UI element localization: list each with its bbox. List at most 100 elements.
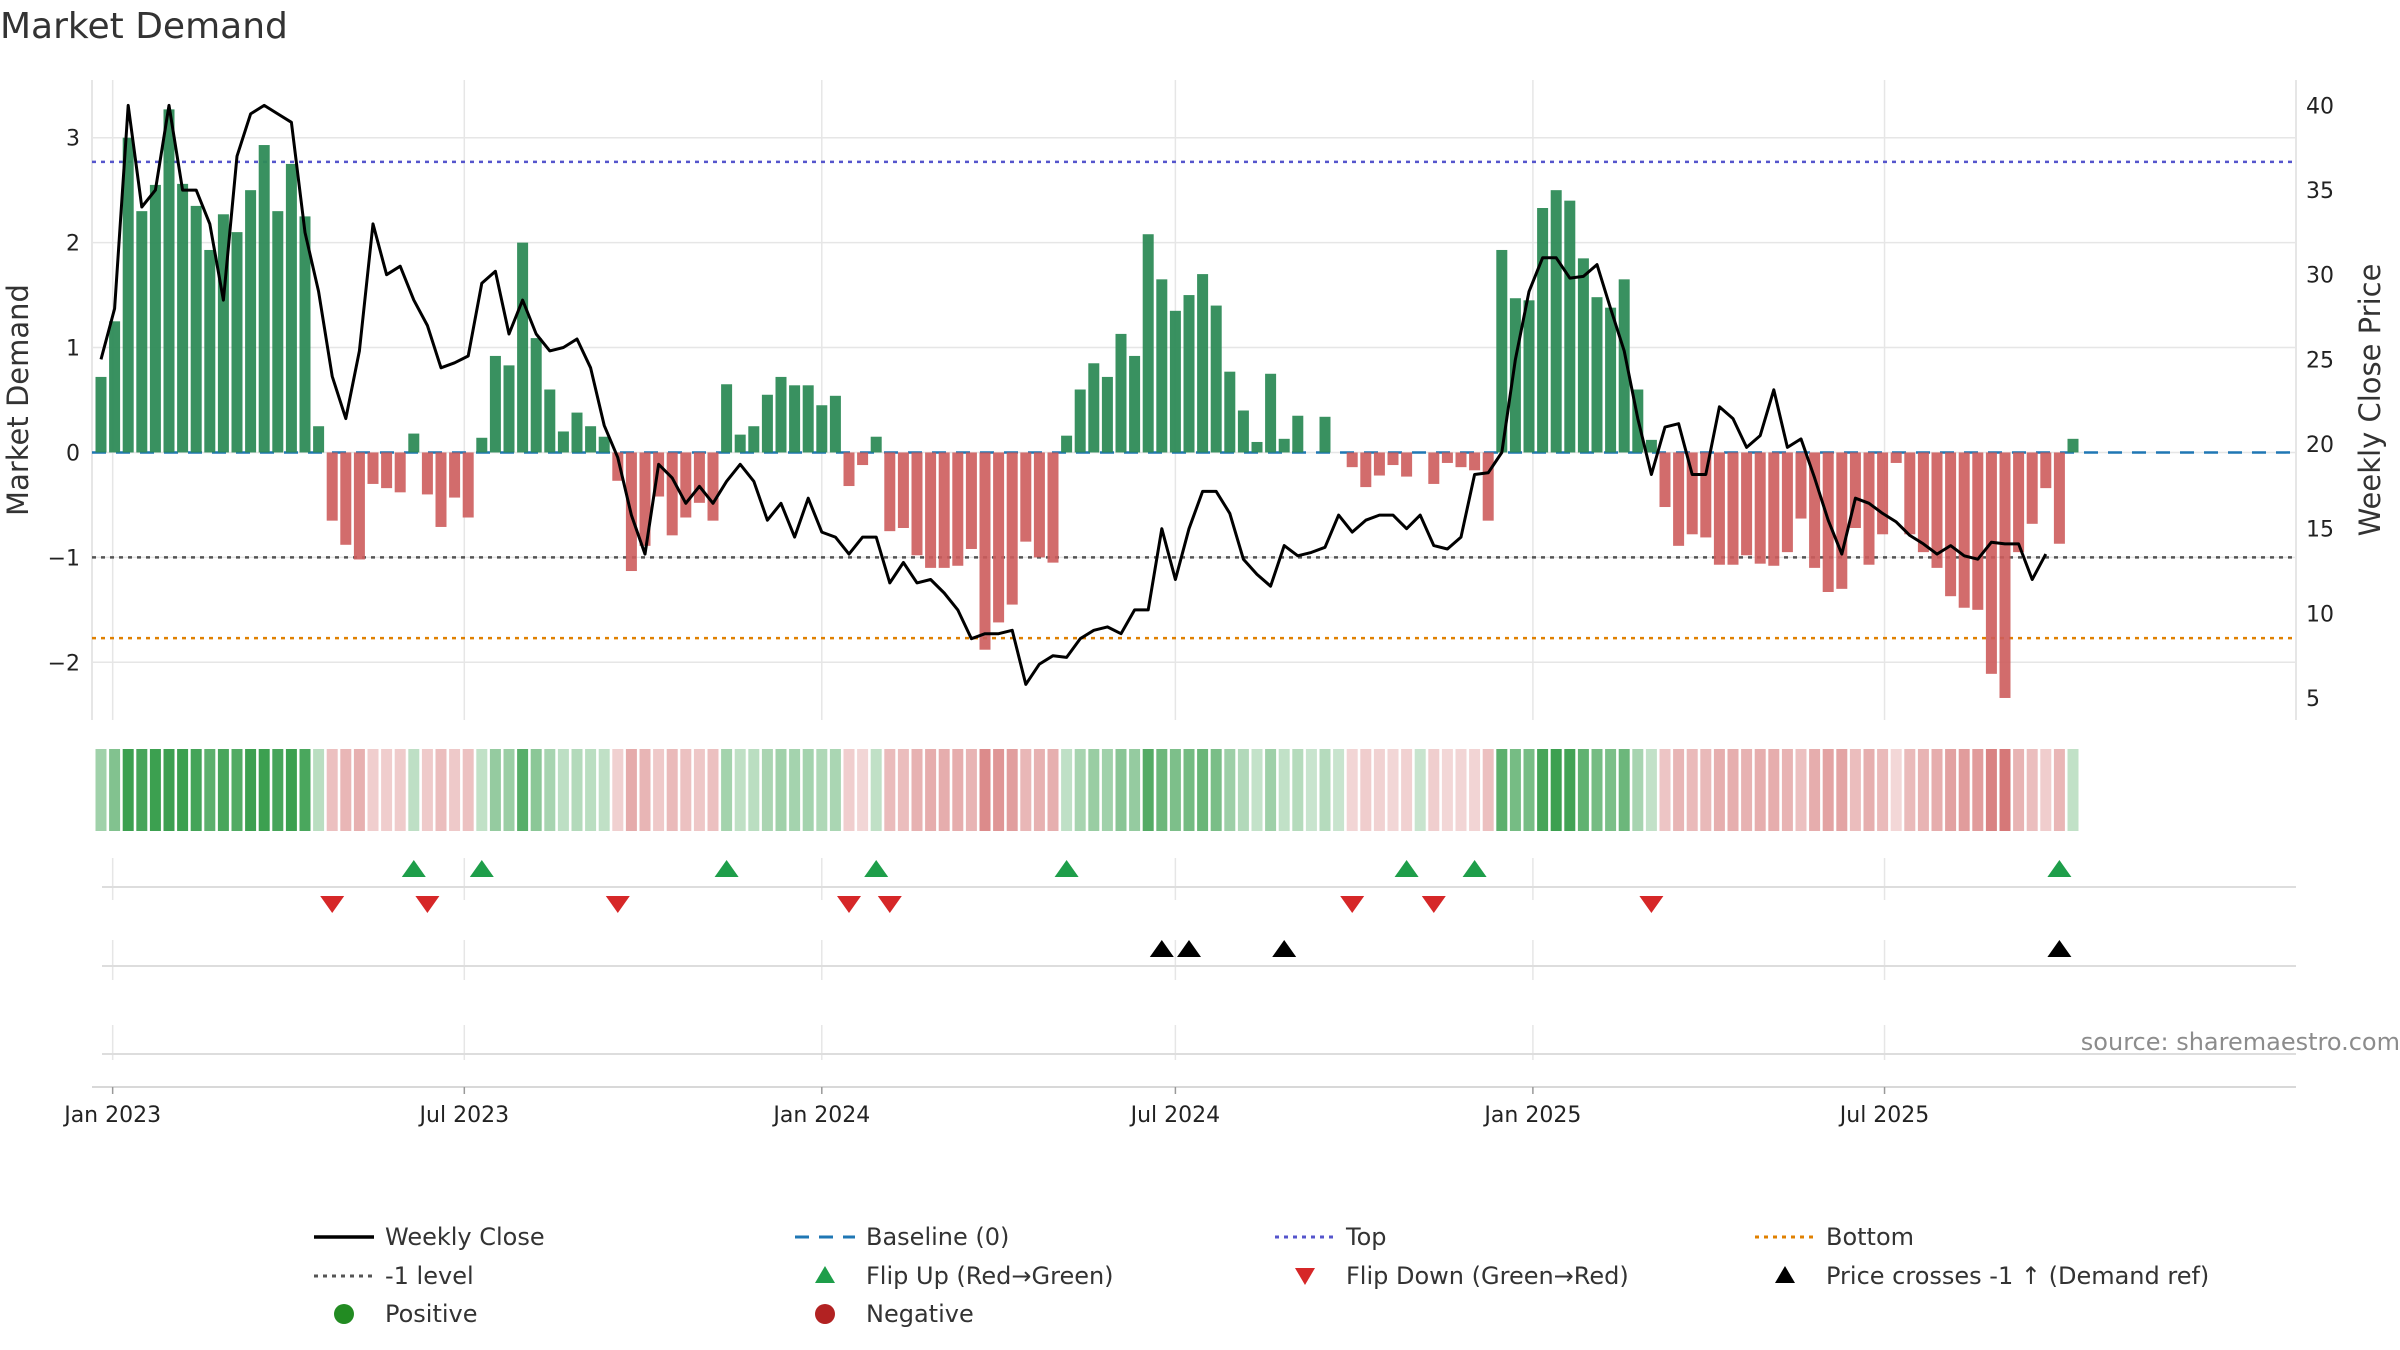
heat-strip-cell [979, 749, 991, 831]
legend-label-bottom: Bottom [1826, 1223, 1914, 1251]
heat-strip-cell [680, 749, 692, 831]
legend-swatch-flip-up [815, 1266, 835, 1283]
legend-label-flip-down: Flip Down (Green→Red) [1346, 1262, 1629, 1290]
flip-up-marker [2047, 860, 2072, 877]
flip-down-marker [837, 896, 861, 913]
heat-strip-cell [952, 749, 964, 831]
heat-strip-cell [1890, 749, 1902, 831]
heat-strip-cell [503, 749, 515, 831]
demand-bar-positive [544, 389, 556, 453]
heat-strip-cell [1006, 749, 1018, 831]
demand-bar-negative [1985, 452, 1997, 674]
demand-bar-negative [435, 452, 447, 527]
demand-bar-negative [1713, 452, 1725, 565]
heat-strip-cell [571, 749, 583, 831]
y-tick-label: 0 [66, 441, 80, 466]
heat-strip-cell [1673, 749, 1685, 831]
flip-down-marker [877, 896, 902, 913]
heat-strip-cell [517, 749, 529, 831]
demand-bar-negative [979, 452, 991, 650]
demand-bar-negative [653, 452, 665, 497]
demand-bar-positive [557, 431, 569, 453]
heat-strip-cell [1999, 749, 2011, 831]
demand-bar-positive [829, 395, 841, 453]
demand-bar-positive [1496, 249, 1508, 453]
demand-bar-positive [258, 145, 270, 453]
demand-bar-positive [408, 433, 420, 453]
demand-bar-negative [911, 452, 923, 556]
demand-bar-negative [1917, 452, 1929, 553]
demand-bar-positive [1537, 208, 1549, 453]
demand-bar-negative [1387, 452, 1399, 466]
y2-tick-label: 10 [2306, 602, 2334, 627]
demand-bar-positive [1237, 410, 1249, 453]
y-tick-label: −1 [48, 546, 80, 571]
heat-strip-cell [1523, 749, 1535, 831]
demand-bar-positive [1577, 258, 1589, 453]
heat-strip-cell [408, 749, 420, 831]
heat-strip-cell [1020, 749, 1032, 831]
flip-down-marker [1639, 896, 1664, 913]
heat-strip-cell [1156, 749, 1168, 831]
demand-bar-negative [707, 452, 719, 521]
heat-strip-cell [149, 749, 161, 831]
demand-bar-positive [1509, 298, 1521, 453]
demand-bar-negative [1904, 452, 1916, 535]
demand-bar-positive [761, 394, 773, 453]
heat-strip-cell [1809, 749, 1821, 831]
demand-bar-negative [353, 452, 365, 560]
demand-bar-negative [1836, 452, 1848, 589]
heat-strip-cell [109, 749, 121, 831]
demand-bar-negative [1781, 452, 1793, 553]
demand-bar-negative [1754, 452, 1766, 564]
heat-strip-cell [177, 749, 189, 831]
heat-strip-cell [1849, 749, 1861, 831]
demand-bar-negative [1945, 452, 1957, 597]
x-tick-label: Jul 2023 [418, 1103, 510, 1128]
heat-strip-cell [272, 749, 284, 831]
heat-strip-cell [1537, 749, 1549, 831]
heat-strip-cell [1197, 749, 1209, 831]
demand-bar-negative [1346, 452, 1358, 468]
heat-strip-cell [1319, 749, 1331, 831]
heat-strip-cell [1781, 749, 1793, 831]
demand-bar-negative [1931, 452, 1943, 568]
demand-bar-negative [1441, 452, 1453, 463]
demand-bar-negative [1686, 452, 1698, 535]
y2-tick-label: 35 [2306, 179, 2334, 204]
demand-bar-negative [1999, 452, 2011, 698]
demand-bar-positive [734, 434, 746, 453]
x-tick-label: Jan 2025 [1482, 1103, 1581, 1128]
heat-strip-cell [122, 749, 134, 831]
demand-bar-negative [993, 452, 1005, 623]
price-series [99, 103, 2048, 686]
y-tick-label: −2 [48, 651, 80, 676]
heat-strip-cell [1768, 749, 1780, 831]
heat-strip-cell [721, 749, 733, 831]
heat-strip-cell [612, 749, 624, 831]
demand-bar-negative [965, 452, 977, 549]
y2-axis-ticks: 40 35 30 25 20 15 10 5 [2306, 94, 2334, 712]
demand-bar-negative [1741, 452, 1753, 556]
heat-strip-cell [1482, 749, 1494, 831]
demand-bar-positive [1278, 438, 1290, 453]
demand-bar-negative [1373, 452, 1385, 476]
heat-strip-cell [136, 749, 148, 831]
demand-bar-positive [1591, 297, 1603, 453]
heat-strip-cell [1033, 749, 1045, 831]
heat-strip-cell [190, 749, 202, 831]
heat-strip-cell [938, 749, 950, 831]
x-tick-label: Jul 2024 [1129, 1103, 1221, 1128]
price-cross-marker [1272, 940, 1297, 957]
heat-strip-cell [802, 749, 814, 831]
heat-strip-cell [1496, 749, 1508, 831]
heat-strip-cell [857, 749, 869, 831]
heat-strip-cell [258, 749, 270, 831]
legend-label-negative: Negative [866, 1300, 974, 1328]
demand-bar-negative [462, 452, 474, 518]
y2-tick-label: 25 [2306, 348, 2334, 373]
y2-tick-label: 30 [2306, 264, 2334, 289]
flip-down-marker [415, 896, 440, 913]
demand-bar-negative [1659, 452, 1671, 508]
demand-bar-positive [1061, 435, 1073, 453]
